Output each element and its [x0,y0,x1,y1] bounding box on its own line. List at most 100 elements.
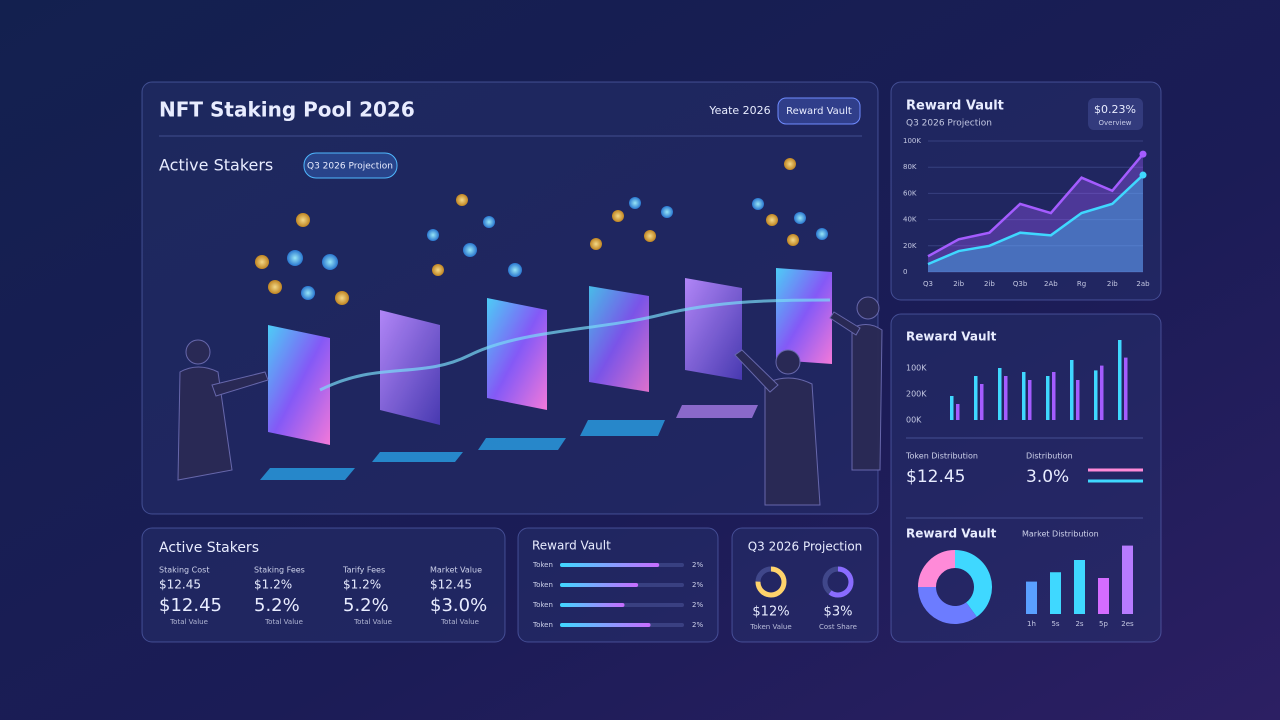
area [928,154,1143,272]
stat-label: Tarify Fees [342,566,385,575]
ring [755,566,787,598]
ring-label: Cost Share [819,623,857,631]
row-value: 2% [692,621,703,629]
x-tick-label: 2ib [953,280,964,288]
x-tick-label: 2es [1121,620,1134,628]
line [927,174,1144,266]
row-value: 2% [692,581,703,589]
chart-title: Market Distribution [1022,530,1099,539]
ring [822,566,854,598]
progress [560,603,625,607]
bar [1074,560,1085,614]
x-tick-label: Q3 [923,280,933,288]
panel-title: Reward Vault [532,539,611,553]
stat-small: $1.2% [254,578,292,592]
row-label: Token [532,581,553,589]
bar [998,368,1002,420]
pill[interactable] [303,152,398,179]
stat-label: Market Value [430,566,482,575]
row-label: Token [532,621,553,629]
meta: Yeate 2026 [708,104,770,117]
bar [1118,340,1122,420]
bar [1122,545,1133,614]
stakers-panel [141,527,506,643]
scale-label: 00K [906,416,922,425]
x-tick-label: 2ib [984,280,995,288]
x-tick-label: 2Ab [1044,280,1058,288]
stat-small: $12.45 [430,578,472,592]
bar [950,396,954,420]
bar [974,376,978,420]
bar [956,404,960,420]
end-point [1139,150,1147,158]
bar [1026,581,1037,614]
panel-title: Reward Vault [906,330,997,344]
ring-value: $3% [824,605,853,620]
row-value: 2% [692,561,703,569]
stat-small: $12.45 [159,578,201,592]
bar [1028,380,1032,420]
y-tick-label: 60K [903,189,917,197]
button-label: Reward Vault [786,106,852,117]
projection-panel [731,527,879,643]
stat-label: Distribution [1026,452,1073,461]
progress [560,583,639,587]
bar [1124,357,1128,420]
ring-value: $12% [752,605,789,620]
x-tick-label: 5s [1051,620,1059,628]
x-tick-label: Rg [1077,280,1086,288]
row-label: Token [532,601,553,609]
donut-segment [918,586,977,624]
panel-title: Q3 2026 Projection [748,540,863,554]
stat-value: 5.2% [343,595,389,616]
y-tick-label: 80K [903,163,917,171]
stat-value: $12.45 [159,595,222,616]
row-label: Token [532,561,553,569]
stat-label: Token Distribution [905,452,978,461]
x-tick-label: 2ab [1136,280,1150,288]
y-tick-label: 0 [903,268,907,276]
x-tick-label: Q3b [1013,280,1028,288]
vault-panel [890,81,1162,301]
bar [1070,360,1074,420]
stat-foot: Total Value [353,618,392,626]
y-tick-label: 20K [903,242,917,250]
x-tick-label: 2s [1075,620,1083,628]
panel-title: Reward Vault [906,527,997,541]
progress [560,563,660,567]
stat-small: $1.2% [343,578,381,592]
bar [1098,578,1109,614]
stat-foot: Total Value [440,618,479,626]
x-tick-label: 5p [1099,620,1108,628]
section-title: Active Stakers [159,156,273,175]
badge [1088,98,1143,130]
pill-label: Q3 2026 Projection [307,162,393,172]
button[interactable] [777,97,861,125]
bar [1022,372,1026,420]
badge-value: $0.23% [1094,103,1136,116]
panel-title: Active Stakers [159,540,259,556]
scale-label: 100K [906,364,927,373]
stat-foot: Total Value [264,618,303,626]
end-point [1139,171,1147,179]
line [927,153,1144,258]
page-title: NFT Staking Pool 2026 [159,98,415,122]
subtitle: Q3 2026 Projection [906,119,992,129]
donut-segment [918,550,956,588]
x-tick-label: 1h [1027,620,1036,628]
bar [1046,376,1050,420]
row-value: 2% [692,601,703,609]
ring-label: Token Value [749,623,791,631]
stat-value: 3.0% [1026,467,1069,487]
progress [560,623,651,627]
stat-value: 5.2% [254,595,300,616]
bar [1050,572,1061,614]
scale-label: 200K [906,390,927,399]
stat-value: $3.0% [430,595,487,616]
y-tick-label: 40K [903,216,917,224]
bar [980,384,984,420]
bar [1094,370,1098,420]
y-tick-label: 100K [903,137,921,145]
x-tick-label: 2ib [1107,280,1118,288]
